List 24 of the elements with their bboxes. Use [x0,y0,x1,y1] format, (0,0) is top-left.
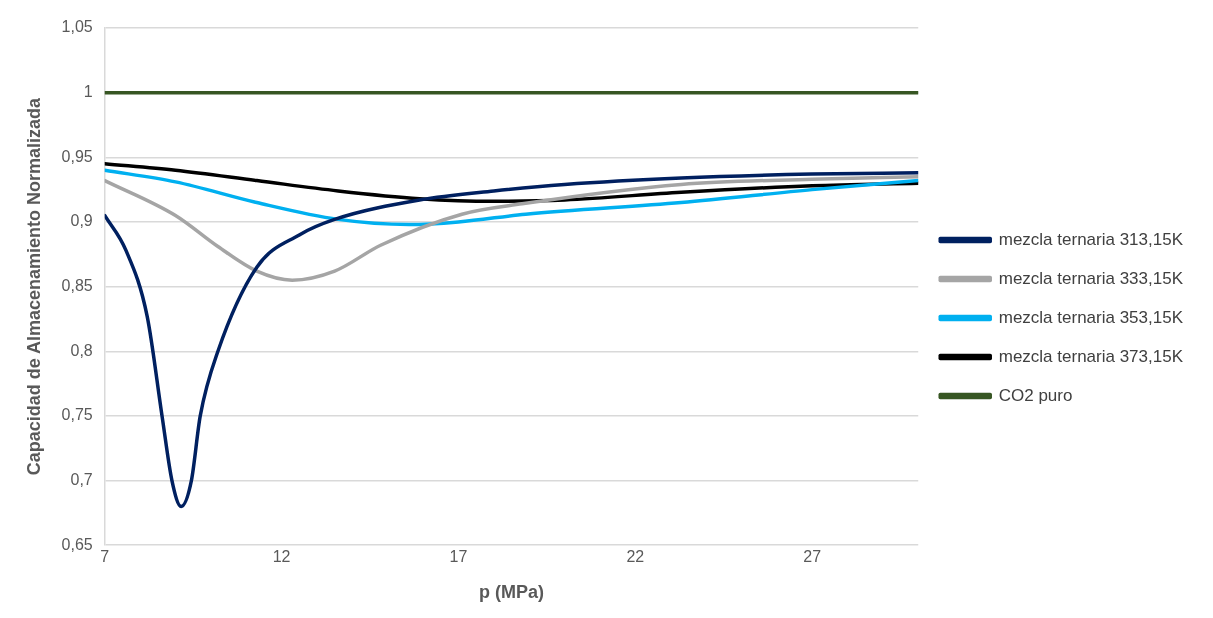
line-series [104,174,919,282]
legend-label: mezcla ternaria 313,15K [998,229,1184,249]
legend-label: mezcla ternaria 333,15K [998,268,1184,288]
line-series [104,168,919,227]
x-axis-title: p (MPa) [478,582,544,603]
y-tick-label: 0,75 [61,406,93,424]
y-tick-label: 0,7 [70,470,93,488]
x-tick-label: 17 [449,548,468,566]
x-tick-label: 7 [100,548,110,566]
y-tick-label: 0,65 [61,535,93,553]
y-axis-title: Capacidad de Almacenamiento Normalizada [23,96,44,476]
y-tick-label: 1,05 [61,18,93,36]
y-tick-label: 0,8 [70,341,93,359]
legend-label: CO2 puro [998,385,1073,405]
y-tick-label: 0,85 [61,277,93,295]
y-tick-label: 0,9 [70,212,93,230]
x-tick-label: 27 [803,548,822,566]
y-tick-label: 0,95 [61,147,93,165]
legend-label: mezcla ternaria 373,15K [998,346,1184,366]
y-tick-label: 1 [83,83,93,101]
x-tick-label: 12 [272,548,291,566]
legend-label: mezcla ternaria 353,15K [998,307,1184,327]
line-series [104,171,919,509]
x-tick-label: 22 [626,548,645,566]
